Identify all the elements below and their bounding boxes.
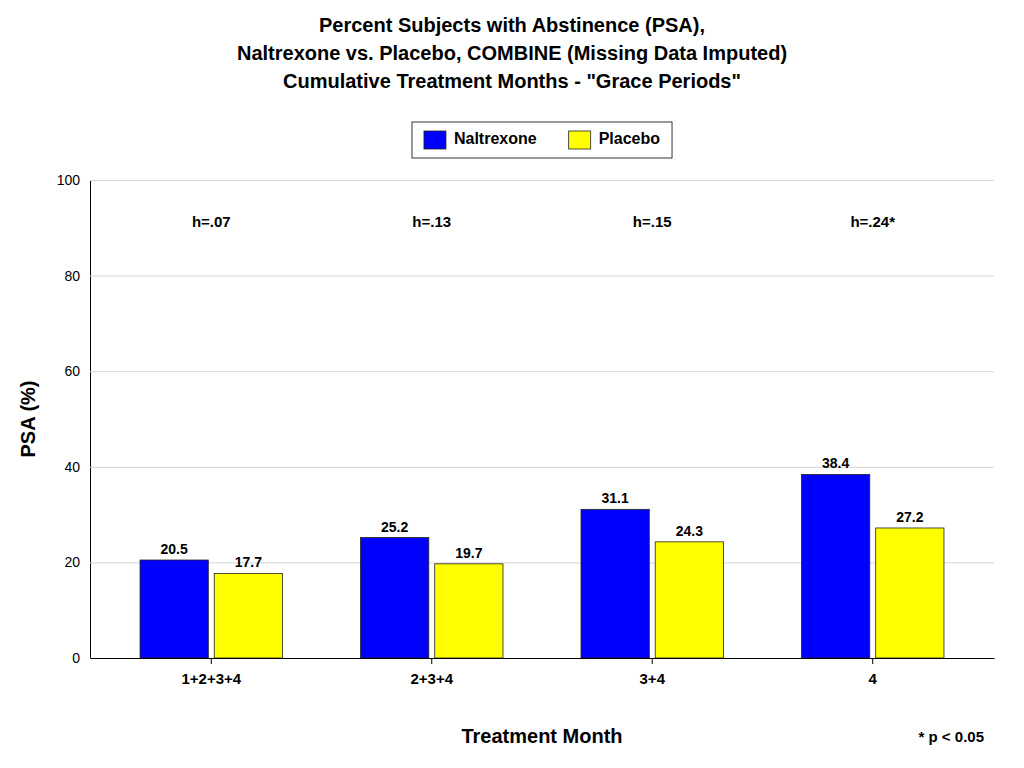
x-tick: 2+3+4 (410, 658, 453, 687)
data-label: 27.2 (896, 509, 923, 525)
annotation: h=.13 (412, 213, 451, 230)
legend-item: Placebo (569, 130, 661, 149)
bar (655, 542, 723, 658)
y-axis: 0 20 40 60 80 100 (57, 172, 994, 666)
legend-item: Naltrexone (424, 130, 537, 149)
grid-line (90, 180, 994, 181)
y-tick: 40 (64, 459, 994, 475)
y-tick: 60 (64, 363, 994, 379)
x-tick-label: 4 (869, 670, 878, 687)
y-tick-label: 80 (64, 268, 80, 284)
tick-mark (872, 658, 873, 664)
data-label: 17.7 (235, 554, 262, 570)
grid-line (90, 467, 994, 468)
legend: Naltrexone Placebo (412, 122, 672, 158)
y-tick-label: 100 (57, 172, 81, 188)
bar (140, 560, 208, 658)
legend-items: Naltrexone Placebo (424, 130, 660, 149)
x-axis-title: Treatment Month (461, 725, 622, 747)
x-tick-label: 3+4 (640, 670, 666, 687)
legend-swatch (569, 131, 591, 149)
bar (435, 564, 503, 658)
x-tick-label: 2+3+4 (410, 670, 453, 687)
x-axis: 1+2+3+4 2+3+4 3+4 4 (91, 658, 995, 687)
data-labels: 20.5 25.2 31.1 38.4 17.7 19.7 24.3 27.2 (161, 455, 924, 570)
annotation: h=.15 (633, 213, 672, 230)
annotation: h=.07 (192, 213, 231, 230)
x-tick: 1+2+3+4 (181, 658, 241, 687)
x-tick: 4 (869, 658, 878, 687)
title: Percent Subjects with Abstinence (PSA), (319, 14, 705, 36)
data-label: 25.2 (381, 519, 408, 535)
y-tick: 100 (57, 172, 994, 188)
data-label: 38.4 (822, 455, 849, 471)
footnote: * p < 0.05 (919, 728, 984, 745)
tick-mark (652, 658, 653, 664)
y-axis-line (91, 181, 995, 659)
grid-line (90, 371, 994, 372)
chart: Percent Subjects with Abstinence (PSA), N… (0, 0, 1024, 768)
bars (140, 474, 944, 658)
bar (581, 509, 649, 658)
bar (801, 474, 869, 658)
bar (876, 528, 944, 658)
y-tick: 80 (64, 268, 994, 284)
grid-line (90, 658, 994, 659)
data-label: 31.1 (602, 490, 629, 506)
data-label: 19.7 (455, 545, 482, 561)
tick-mark (211, 658, 212, 664)
y-tick-label: 20 (64, 554, 80, 570)
data-label: 20.5 (161, 541, 188, 557)
bar (361, 538, 429, 658)
data-label: 24.3 (676, 523, 703, 539)
legend-swatch (424, 131, 446, 149)
title: Naltrexone vs. Placebo, COMBINE (Missing… (237, 42, 787, 64)
plot: 0 20 40 60 80 100 1+2+3+4 2+3+4 3+4 4 20.5 25.2 31.1… (57, 172, 995, 687)
legend-box (412, 122, 672, 158)
x-tick-label: 1+2+3+4 (181, 670, 241, 687)
title: Cumulative Treatment Months - "Grace Per… (283, 70, 741, 92)
y-tick-label: 0 (72, 650, 80, 666)
tick-mark (431, 658, 432, 664)
y-tick-label: 40 (64, 459, 80, 475)
legend-label: Placebo (599, 130, 661, 147)
y-axis-title: PSA (%) (17, 380, 39, 457)
legend-label: Naltrexone (454, 130, 537, 147)
grid-line (90, 276, 994, 277)
annotation: h=.24* (850, 213, 895, 230)
x-axis-line (91, 658, 995, 659)
x-tick: 3+4 (640, 658, 666, 687)
bar (214, 573, 282, 658)
y-tick-label: 60 (64, 363, 80, 379)
